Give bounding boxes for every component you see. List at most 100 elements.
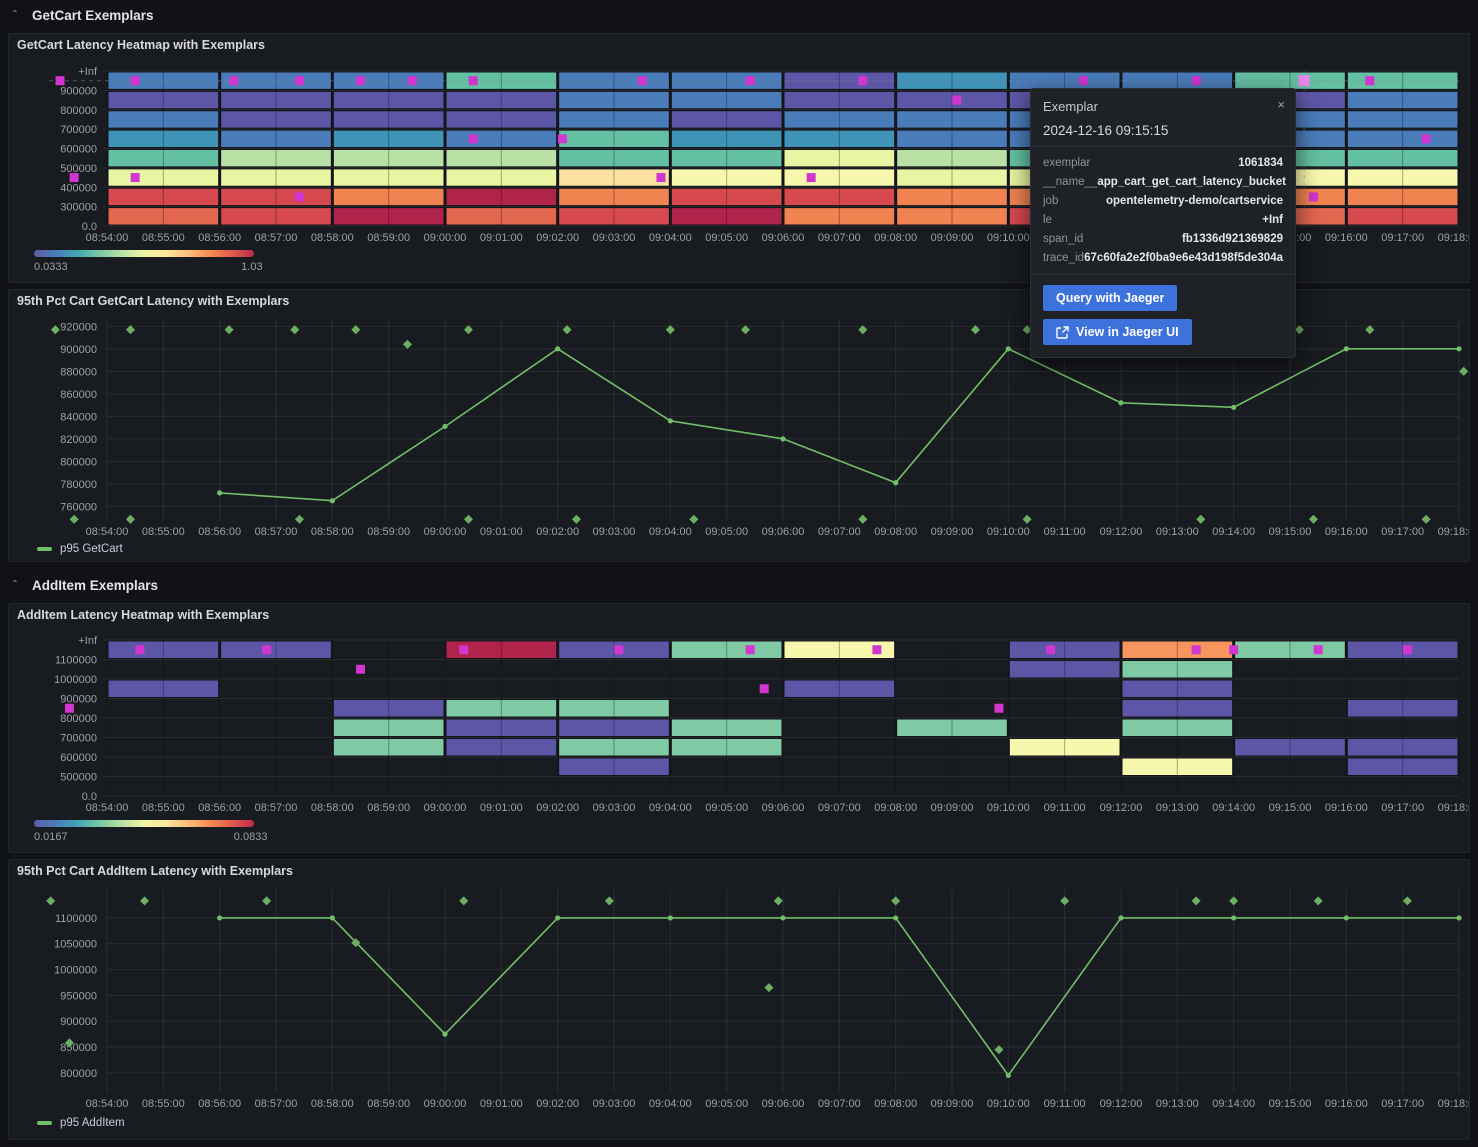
svg-text:09:10:00: 09:10:00 <box>987 232 1030 244</box>
svg-text:850000: 850000 <box>60 1042 97 1054</box>
svg-text:09:03:00: 09:03:00 <box>593 526 636 538</box>
color-scale-min: 0.0167 <box>34 831 68 843</box>
svg-text:0.0: 0.0 <box>82 791 97 803</box>
svg-text:600000: 600000 <box>60 752 97 764</box>
section-title: GetCart Exemplars <box>32 7 154 23</box>
svg-text:08:56:00: 08:56:00 <box>198 802 241 814</box>
chevron-down-icon: ˆ <box>13 8 17 22</box>
panel-title: 95th Pct Cart AddItem Latency with Exemp… <box>17 864 294 878</box>
svg-text:09:10:00: 09:10:00 <box>987 802 1030 814</box>
svg-text:+Inf: +Inf <box>78 635 98 647</box>
section-header-additem[interactable]: ˆ AddItem Exemplars <box>8 572 158 598</box>
svg-text:08:57:00: 08:57:00 <box>255 526 298 538</box>
svg-text:08:55:00: 08:55:00 <box>142 232 185 244</box>
svg-text:09:17:00: 09:17:00 <box>1381 1098 1424 1110</box>
svg-text:09:11:00: 09:11:00 <box>1044 1098 1086 1110</box>
series-label: p95 AddItem <box>60 1117 125 1129</box>
svg-text:09:04:00: 09:04:00 <box>649 232 692 244</box>
svg-text:09:04:00: 09:04:00 <box>649 526 692 538</box>
svg-text:08:55:00: 08:55:00 <box>142 1098 185 1110</box>
tooltip-field-row: job opentelemetry-demo/cartservice <box>1043 195 1283 207</box>
svg-text:09:02:00: 09:02:00 <box>536 526 579 538</box>
color-scale-gradient-bar <box>34 820 254 827</box>
svg-text:08:56:00: 08:56:00 <box>198 1098 241 1110</box>
svg-text:08:57:00: 08:57:00 <box>255 802 298 814</box>
svg-text:09:02:00: 09:02:00 <box>536 802 579 814</box>
svg-text:08:57:00: 08:57:00 <box>255 232 298 244</box>
svg-text:08:59:00: 08:59:00 <box>367 526 410 538</box>
svg-text:09:05:00: 09:05:00 <box>705 802 748 814</box>
panel-title: GetCart Latency Heatmap with Exemplars <box>17 38 265 52</box>
tooltip-fields: exemplar 1061834 __name__ app_cart_get_c… <box>1031 146 1295 274</box>
svg-text:09:15:00: 09:15:00 <box>1269 526 1312 538</box>
svg-text:08:54:00: 08:54:00 <box>86 1098 129 1110</box>
svg-text:880000: 880000 <box>60 366 97 378</box>
legend-item-p95-getcart[interactable]: p95 GetCart <box>37 543 123 555</box>
svg-text:09:00:00: 09:00:00 <box>424 232 467 244</box>
svg-text:08:56:00: 08:56:00 <box>198 526 241 538</box>
external-link-icon <box>1056 325 1069 339</box>
svg-text:09:04:00: 09:04:00 <box>649 802 692 814</box>
query-with-jaeger-button[interactable]: Query with Jaeger <box>1043 285 1178 311</box>
svg-text:860000: 860000 <box>60 389 97 401</box>
tooltip-field-row: __name__ app_cart_get_cart_latency_bucke… <box>1043 176 1286 188</box>
svg-text:08:55:00: 08:55:00 <box>142 802 185 814</box>
svg-text:300000: 300000 <box>60 202 97 214</box>
legend-item-p95-additem[interactable]: p95 AddItem <box>37 1117 125 1129</box>
svg-text:09:17:00: 09:17:00 <box>1381 526 1424 538</box>
svg-text:09:09:00: 09:09:00 <box>931 232 974 244</box>
svg-text:09:08:00: 09:08:00 <box>874 232 917 244</box>
svg-text:09:03:00: 09:03:00 <box>593 802 636 814</box>
color-scale-min: 0.0333 <box>34 261 68 273</box>
section-header-getcart[interactable]: ˆ GetCart Exemplars <box>8 2 154 28</box>
svg-text:09:05:00: 09:05:00 <box>705 526 748 538</box>
svg-text:700000: 700000 <box>60 733 97 745</box>
heatmap-color-scale: 0.0333 1.03 <box>34 250 264 276</box>
svg-text:09:12:00: 09:12:00 <box>1100 526 1143 538</box>
svg-text:09:08:00: 09:08:00 <box>874 802 917 814</box>
svg-text:09:15:00: 09:15:00 <box>1269 1098 1312 1110</box>
svg-text:09:06:00: 09:06:00 <box>762 526 805 538</box>
panel-title: 95th Pct Cart GetCart Latency with Exemp… <box>17 294 290 308</box>
svg-text:09:16:00: 09:16:00 <box>1325 232 1368 244</box>
svg-text:09:01:00: 09:01:00 <box>480 1098 523 1110</box>
svg-text:09:18:00: 09:18:00 <box>1438 526 1469 538</box>
svg-text:09:07:00: 09:07:00 <box>818 802 861 814</box>
svg-text:09:18:00: 09:18:00 <box>1438 802 1469 814</box>
tooltip-field-row: le +Inf <box>1043 214 1283 226</box>
svg-text:09:07:00: 09:07:00 <box>818 526 861 538</box>
svg-text:+Inf: +Inf <box>78 66 98 78</box>
getcart-p95-chart[interactable]: 08:54:00 08:55:00 08:56:00 08:57:00 08:58:00… <box>9 290 1469 538</box>
svg-text:700000: 700000 <box>60 124 97 136</box>
svg-text:09:17:00: 09:17:00 <box>1381 232 1424 244</box>
svg-text:09:01:00: 09:01:00 <box>480 526 523 538</box>
additem-p95-chart[interactable]: 08:54:00 08:55:00 08:56:00 08:57:00 08:58:00… <box>9 860 1469 1112</box>
svg-text:400000: 400000 <box>60 182 97 194</box>
panel-additem-heatmap: AddItem Latency Heatmap with Exemplars +… <box>8 603 1470 853</box>
svg-text:760000: 760000 <box>60 501 97 513</box>
view-in-jaeger-ui-button[interactable]: View in Jaeger UI <box>1043 319 1192 345</box>
color-scale-gradient-bar <box>34 250 254 257</box>
close-icon[interactable]: × <box>1277 97 1285 112</box>
svg-text:09:03:00: 09:03:00 <box>593 1098 636 1110</box>
svg-text:09:11:00: 09:11:00 <box>1044 526 1086 538</box>
svg-text:09:07:00: 09:07:00 <box>818 232 861 244</box>
svg-text:1000000: 1000000 <box>54 674 97 686</box>
svg-text:09:09:00: 09:09:00 <box>931 802 974 814</box>
svg-text:08:54:00: 08:54:00 <box>86 802 129 814</box>
svg-text:09:07:00: 09:07:00 <box>818 1098 861 1110</box>
color-scale-max: 1.03 <box>241 261 263 273</box>
svg-text:950000: 950000 <box>60 990 97 1002</box>
svg-text:09:18:00: 09:18:00 <box>1438 1098 1469 1110</box>
heatmap-color-scale: 0.0167 0.0833 <box>34 820 267 846</box>
svg-text:09:04:00: 09:04:00 <box>649 1098 692 1110</box>
svg-text:08:58:00: 08:58:00 <box>311 232 354 244</box>
svg-text:09:00:00: 09:00:00 <box>424 526 467 538</box>
svg-text:09:11:00: 09:11:00 <box>1044 802 1086 814</box>
svg-text:500000: 500000 <box>60 163 97 175</box>
svg-text:08:59:00: 08:59:00 <box>367 1098 410 1110</box>
svg-text:08:54:00: 08:54:00 <box>86 526 129 538</box>
svg-text:08:56:00: 08:56:00 <box>198 232 241 244</box>
additem-heatmap-chart[interactable]: +Inf 1100000 1000000 900000 800000 700000 6000… <box>9 604 1469 852</box>
